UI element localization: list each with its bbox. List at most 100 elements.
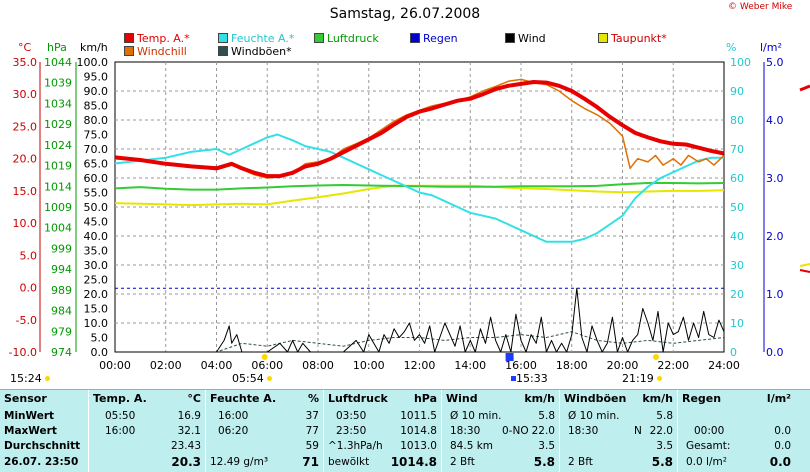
humidity-tick-label: 10 [730, 317, 744, 330]
series-luftdruck [114, 182, 725, 191]
wind-tick-label: 90.0 [84, 85, 109, 98]
legend-windchill: Windchill [124, 45, 187, 58]
gusts-max-value: 22.0 [649, 425, 673, 437]
x-tick-label: 00:00 [99, 359, 131, 372]
temp-avg-value: 23.43 [170, 440, 201, 452]
rain-tick-label: 1.0 [766, 288, 784, 301]
wind-tick-label: 45.0 [84, 216, 109, 229]
x-tick-label: 16:00 [505, 359, 537, 372]
row-max-label: MaxWert [4, 425, 57, 437]
gusts-current-value: 5.8 [651, 455, 673, 469]
legend-dewpoint: Taupunkt* [598, 32, 667, 45]
humidity-avg-value: 59 [305, 440, 319, 452]
wind-avg10-label: Ø 10 min. [450, 410, 502, 422]
pressure-tick-label: 1039 [44, 77, 72, 90]
humidity-min-value: 37 [305, 410, 319, 422]
rain-tick-label: 3.0 [766, 172, 784, 185]
wind-max-dir: 0-NO [502, 425, 529, 437]
wind-unit: km/h [524, 392, 555, 405]
temp-max-value: 32.1 [177, 425, 201, 437]
series-wind [115, 287, 725, 353]
humidity-unit: % [307, 392, 319, 405]
x-tick-label: 22:00 [657, 359, 689, 372]
pressure-unit: hPa [413, 392, 437, 405]
wind-avg-value: 3.5 [538, 440, 555, 452]
pressure-max-time: 23:50 [336, 425, 367, 437]
humidity-abs-value: 12.49 g/m³ [210, 456, 269, 468]
gusts-header: Windböen [564, 392, 627, 405]
sunrise-marker: 05:54 [232, 372, 272, 385]
wind-max-value: 22.0 [531, 425, 555, 437]
wind-tick-label: 85.0 [84, 100, 109, 113]
time-marker-mid: 15:33 [508, 372, 548, 385]
row-avg-label: Durchschnitt [4, 440, 81, 452]
unit-rain: l/m² [760, 41, 782, 54]
humidity-tick-label: 70 [730, 143, 744, 156]
pressure-tick-label: 1014 [44, 180, 72, 193]
current-time-tick [505, 353, 514, 361]
humidity-tick-label: 40 [730, 230, 744, 243]
wind-tick-label: 55.0 [84, 187, 109, 200]
chart-title: Samstag, 26.07.2008 [329, 6, 481, 22]
humidity-tick-label: 0 [730, 346, 737, 359]
wind-tick-label: 70.0 [84, 143, 109, 156]
edge-temp-fragment-2 [799, 269, 810, 273]
humidity-min-time: 16:00 [218, 410, 249, 422]
pressure-trend: ^1.3hPa/h [328, 440, 383, 452]
humidity-tick-label: 60 [730, 172, 744, 185]
pressure-tick-label: 1009 [44, 201, 72, 214]
wind-tick-label: 20.0 [84, 288, 109, 301]
x-tick-label: 12:00 [404, 359, 436, 372]
humidity-current-value: 71 [302, 455, 319, 469]
pressure-tick-label: 999 [51, 242, 72, 255]
x-tick-label: 14:00 [454, 359, 486, 372]
wind-tick-label: 0.0 [91, 346, 109, 359]
rain-header: Regen [682, 392, 722, 405]
legend-temp: Temp. A.* [124, 32, 190, 45]
stats-panel: Sensor MinWert MaxWert Durchschnitt 26.0… [0, 389, 810, 472]
pressure-tick-label: 974 [51, 346, 72, 359]
rain-total-label: Gesamt: [686, 440, 731, 452]
weather-chart: 35.030.025.020.015.010.05.00.0-5.0-10.01… [9, 56, 810, 372]
rain-time: 00:00 [694, 425, 725, 437]
stats-col-rain: Regen l/m² 00:00 0.0 Gesamt: 0.0 0.0 l/m² 0.… [677, 390, 795, 472]
temp-tick-label: 5.0 [20, 249, 38, 262]
wind-tick-label: 50.0 [84, 201, 109, 214]
rain-current-value: 0.0 [769, 455, 791, 469]
temp-tick-label: 35.0 [13, 56, 38, 69]
pressure-avg-value: 1013.0 [400, 440, 437, 452]
rain-tick-label: 0.0 [766, 346, 784, 359]
wind-avg10-value: 5.8 [538, 410, 555, 422]
unit-temp: °C [18, 41, 32, 54]
stats-col-gusts: Windböen km/h Ø 10 min. 5.8 18:30 N 22.0 3.5… [559, 390, 677, 472]
temp-tick-label: -5.0 [16, 314, 37, 327]
time-marker-left: 15:24 [10, 372, 50, 385]
x-tick-label: 04:00 [201, 359, 233, 372]
pressure-current-value: 1014.8 [390, 455, 437, 469]
rain-total-value: 0.0 [774, 440, 791, 452]
edge-dew-fragment [799, 263, 810, 267]
legend-humidity: Feuchte A.* [218, 32, 294, 45]
stats-col-temp: Temp. A. °C 05:50 16.9 16:00 32.1 23.43 20.… [88, 390, 205, 472]
wind-tick-label: 25.0 [84, 274, 109, 287]
legend-rain: Regen [410, 32, 458, 45]
stats-col-wind: Wind km/h Ø 10 min. 5.8 18:30 0-NO 22.0 84.5… [441, 390, 559, 472]
rain-unit: l/m² [766, 392, 791, 405]
temp-tick-label: 15.0 [13, 185, 38, 198]
gusts-max-time: 18:30 [568, 425, 599, 437]
series-feuchte-a [114, 133, 724, 243]
unit-humidity: % [726, 41, 737, 54]
wind-tick-label: 35.0 [84, 245, 109, 258]
wind-tick-label: 15.0 [84, 303, 109, 316]
gusts-avg10-label: Ø 10 min. [568, 410, 620, 422]
sunrise-tick [261, 354, 268, 360]
x-tick-label: 08:00 [302, 359, 334, 372]
pressure-tick-label: 989 [51, 284, 72, 297]
gusts-avg-value: 3.5 [656, 440, 673, 452]
wind-tick-label: 95.0 [84, 71, 109, 84]
x-tick-label: 02:00 [150, 359, 182, 372]
humidity-tick-label: 30 [730, 259, 744, 272]
legend-wind: Wind [505, 32, 546, 45]
wind-tick-label: 60.0 [84, 172, 109, 185]
pressure-min-time: 03:50 [336, 410, 367, 422]
